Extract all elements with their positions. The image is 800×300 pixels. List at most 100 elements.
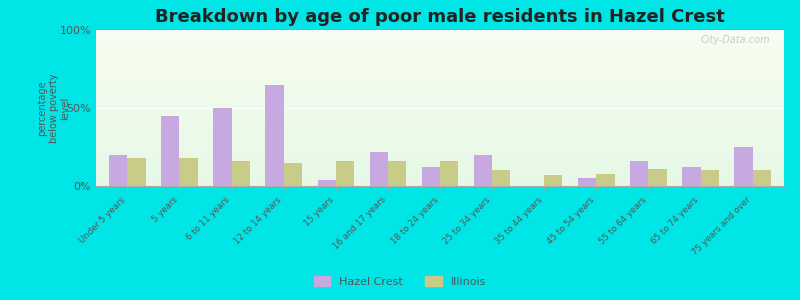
- Bar: [179, 158, 198, 186]
- Bar: [336, 161, 354, 186]
- Bar: [214, 108, 231, 186]
- Bar: [96, 38, 784, 39]
- Bar: [96, 47, 784, 49]
- Bar: [649, 169, 666, 186]
- Bar: [96, 178, 784, 180]
- Bar: [96, 170, 784, 172]
- Bar: [96, 52, 784, 53]
- Bar: [370, 152, 388, 186]
- Bar: [96, 134, 784, 136]
- Bar: [96, 86, 784, 88]
- Bar: [753, 170, 771, 186]
- Bar: [96, 155, 784, 156]
- Bar: [96, 117, 784, 119]
- Bar: [96, 156, 784, 158]
- Bar: [96, 119, 784, 121]
- Bar: [96, 166, 784, 167]
- Bar: [96, 110, 784, 111]
- Bar: [474, 155, 492, 186]
- Bar: [96, 41, 784, 43]
- Bar: [284, 163, 302, 186]
- Bar: [492, 170, 510, 186]
- Bar: [96, 147, 784, 148]
- Bar: [96, 139, 784, 141]
- Bar: [96, 136, 784, 138]
- Bar: [96, 75, 784, 77]
- Bar: [96, 55, 784, 56]
- Bar: [96, 61, 784, 63]
- Bar: [231, 161, 250, 186]
- Bar: [96, 88, 784, 89]
- Bar: [96, 146, 784, 147]
- Bar: [96, 114, 784, 116]
- Bar: [96, 44, 784, 46]
- Bar: [96, 169, 784, 170]
- Bar: [96, 142, 784, 144]
- Bar: [96, 56, 784, 58]
- Bar: [96, 92, 784, 94]
- Bar: [96, 74, 784, 75]
- Bar: [96, 167, 784, 169]
- Bar: [96, 183, 784, 184]
- Bar: [96, 70, 784, 72]
- Bar: [96, 60, 784, 61]
- Bar: [96, 133, 784, 134]
- Bar: [96, 181, 784, 183]
- Text: City-Data.com: City-Data.com: [701, 35, 770, 45]
- Legend: Hazel Crest, Illinois: Hazel Crest, Illinois: [310, 272, 490, 291]
- Bar: [96, 36, 784, 38]
- Bar: [96, 80, 784, 82]
- Bar: [96, 122, 784, 124]
- Bar: [96, 35, 784, 36]
- Bar: [596, 173, 614, 186]
- Bar: [96, 85, 784, 86]
- Bar: [96, 163, 784, 164]
- Bar: [96, 127, 784, 128]
- Bar: [96, 173, 784, 175]
- Bar: [96, 30, 784, 31]
- Bar: [96, 46, 784, 47]
- Bar: [127, 158, 146, 186]
- Bar: [96, 68, 784, 69]
- Bar: [96, 53, 784, 55]
- Bar: [96, 89, 784, 91]
- Bar: [96, 131, 784, 133]
- Bar: [96, 130, 784, 131]
- Bar: [96, 99, 784, 100]
- Bar: [96, 43, 784, 44]
- Bar: [96, 39, 784, 41]
- Bar: [96, 124, 784, 125]
- Bar: [388, 161, 406, 186]
- Bar: [96, 161, 784, 163]
- Bar: [440, 161, 458, 186]
- Bar: [266, 85, 284, 186]
- Bar: [96, 103, 784, 105]
- Bar: [96, 72, 784, 74]
- Bar: [578, 178, 596, 186]
- Bar: [96, 180, 784, 181]
- Bar: [96, 102, 784, 103]
- Bar: [96, 58, 784, 60]
- Bar: [96, 164, 784, 166]
- Bar: [96, 82, 784, 83]
- Bar: [96, 64, 784, 66]
- Bar: [96, 100, 784, 102]
- Bar: [96, 33, 784, 35]
- Bar: [96, 148, 784, 150]
- Bar: [96, 158, 784, 160]
- Bar: [96, 94, 784, 95]
- Bar: [96, 78, 784, 80]
- Bar: [682, 167, 701, 186]
- Bar: [96, 83, 784, 85]
- Bar: [96, 108, 784, 110]
- Bar: [96, 106, 784, 108]
- Bar: [96, 63, 784, 64]
- Bar: [96, 160, 784, 161]
- Bar: [109, 155, 127, 186]
- Bar: [96, 175, 784, 177]
- Bar: [96, 152, 784, 153]
- Bar: [96, 97, 784, 99]
- Bar: [96, 105, 784, 106]
- Bar: [630, 161, 649, 186]
- Bar: [96, 144, 784, 146]
